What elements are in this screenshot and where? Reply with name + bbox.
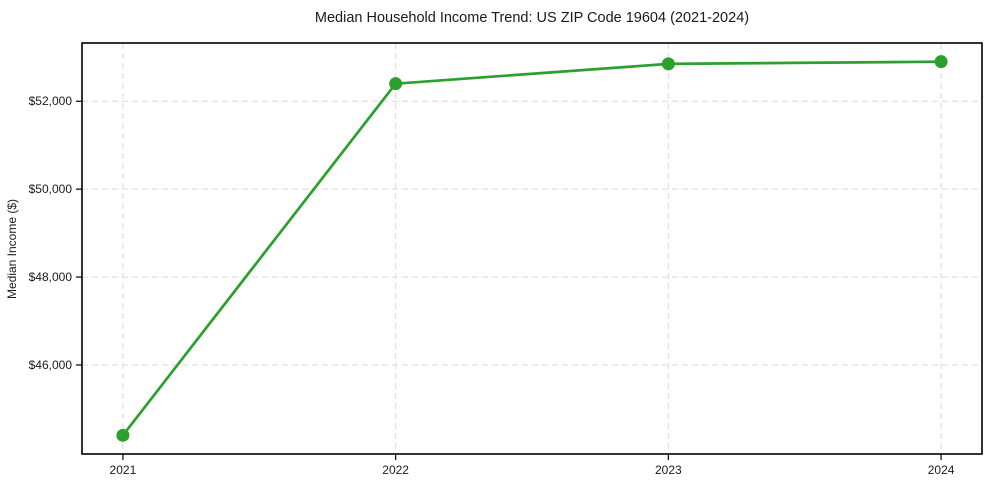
plot-area bbox=[81, 42, 983, 455]
gridlines bbox=[82, 43, 982, 454]
x-tick-label: 2024 bbox=[928, 463, 955, 477]
y-tick-label: $52,000 bbox=[29, 94, 73, 108]
trend-line bbox=[121, 60, 943, 437]
x-tick-label: 2021 bbox=[110, 463, 137, 477]
data-point bbox=[389, 77, 403, 91]
y-tick-label: $48,000 bbox=[29, 270, 73, 284]
y-axis-ticks: $46,000 $48,000 $50,000 $52,000 bbox=[29, 94, 82, 372]
data-point bbox=[934, 55, 948, 69]
y-tick-label: $46,000 bbox=[29, 358, 73, 372]
data-point bbox=[661, 57, 675, 71]
x-tick-label: 2022 bbox=[382, 463, 409, 477]
y-axis-label: Median Income ($) bbox=[5, 199, 19, 299]
y-tick-label: $50,000 bbox=[29, 182, 73, 196]
chart-title: Median Household Income Trend: US ZIP Co… bbox=[315, 10, 749, 26]
x-tick-label: 2023 bbox=[655, 463, 682, 477]
data-series bbox=[116, 55, 948, 442]
x-axis-ticks: 2021 2022 2023 2024 bbox=[110, 454, 955, 477]
data-point bbox=[116, 428, 130, 442]
